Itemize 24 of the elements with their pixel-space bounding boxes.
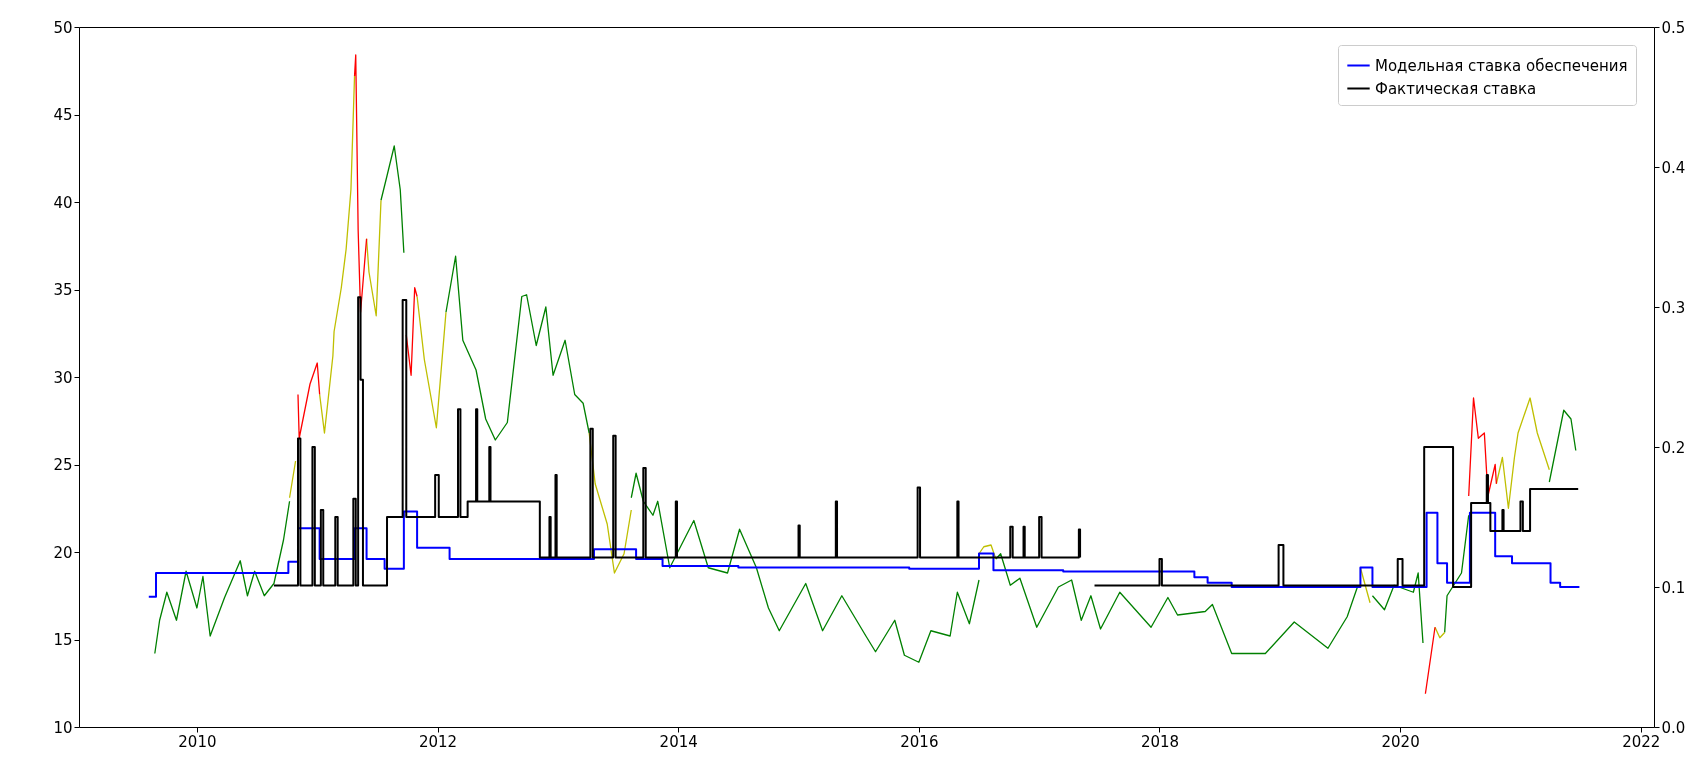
x-tick-label: 2018 <box>1140 732 1180 751</box>
x-tick-label: 2010 <box>178 732 217 751</box>
x-tick-label: 2020 <box>1381 732 1420 751</box>
y-tick-label: 20 <box>53 543 73 562</box>
y-tick-label: 50 <box>53 18 73 37</box>
y2-tick-label: 0.1 <box>1661 578 1686 597</box>
x-tick-label: 2022 <box>1622 732 1661 751</box>
y-tick-label: 15 <box>53 631 73 649</box>
y-tick-label: 25 <box>53 456 73 474</box>
x-tick-label: 2012 <box>418 732 458 751</box>
y2-tick-label: 0.0 <box>1661 718 1686 737</box>
y-tick-label: 40 <box>53 193 73 212</box>
x-tick-label: 2014 <box>659 732 698 751</box>
y-tick-label: 45 <box>53 106 73 124</box>
y-tick-label: 30 <box>53 368 73 387</box>
legend-label: Модельная ставка обеспечения <box>1375 56 1628 75</box>
y2-tick-label: 0.3 <box>1661 298 1686 317</box>
y2-tick-label: 0.2 <box>1661 438 1686 457</box>
y-tick-label: 10 <box>53 718 73 737</box>
legend-label: Фактическая ставка <box>1375 79 1537 98</box>
y2-tick-label: 0.5 <box>1661 18 1686 37</box>
y-tick-label: 35 <box>53 281 73 299</box>
y2-tick-label: 0.4 <box>1661 158 1686 177</box>
x-tick-label: 2016 <box>900 732 939 751</box>
